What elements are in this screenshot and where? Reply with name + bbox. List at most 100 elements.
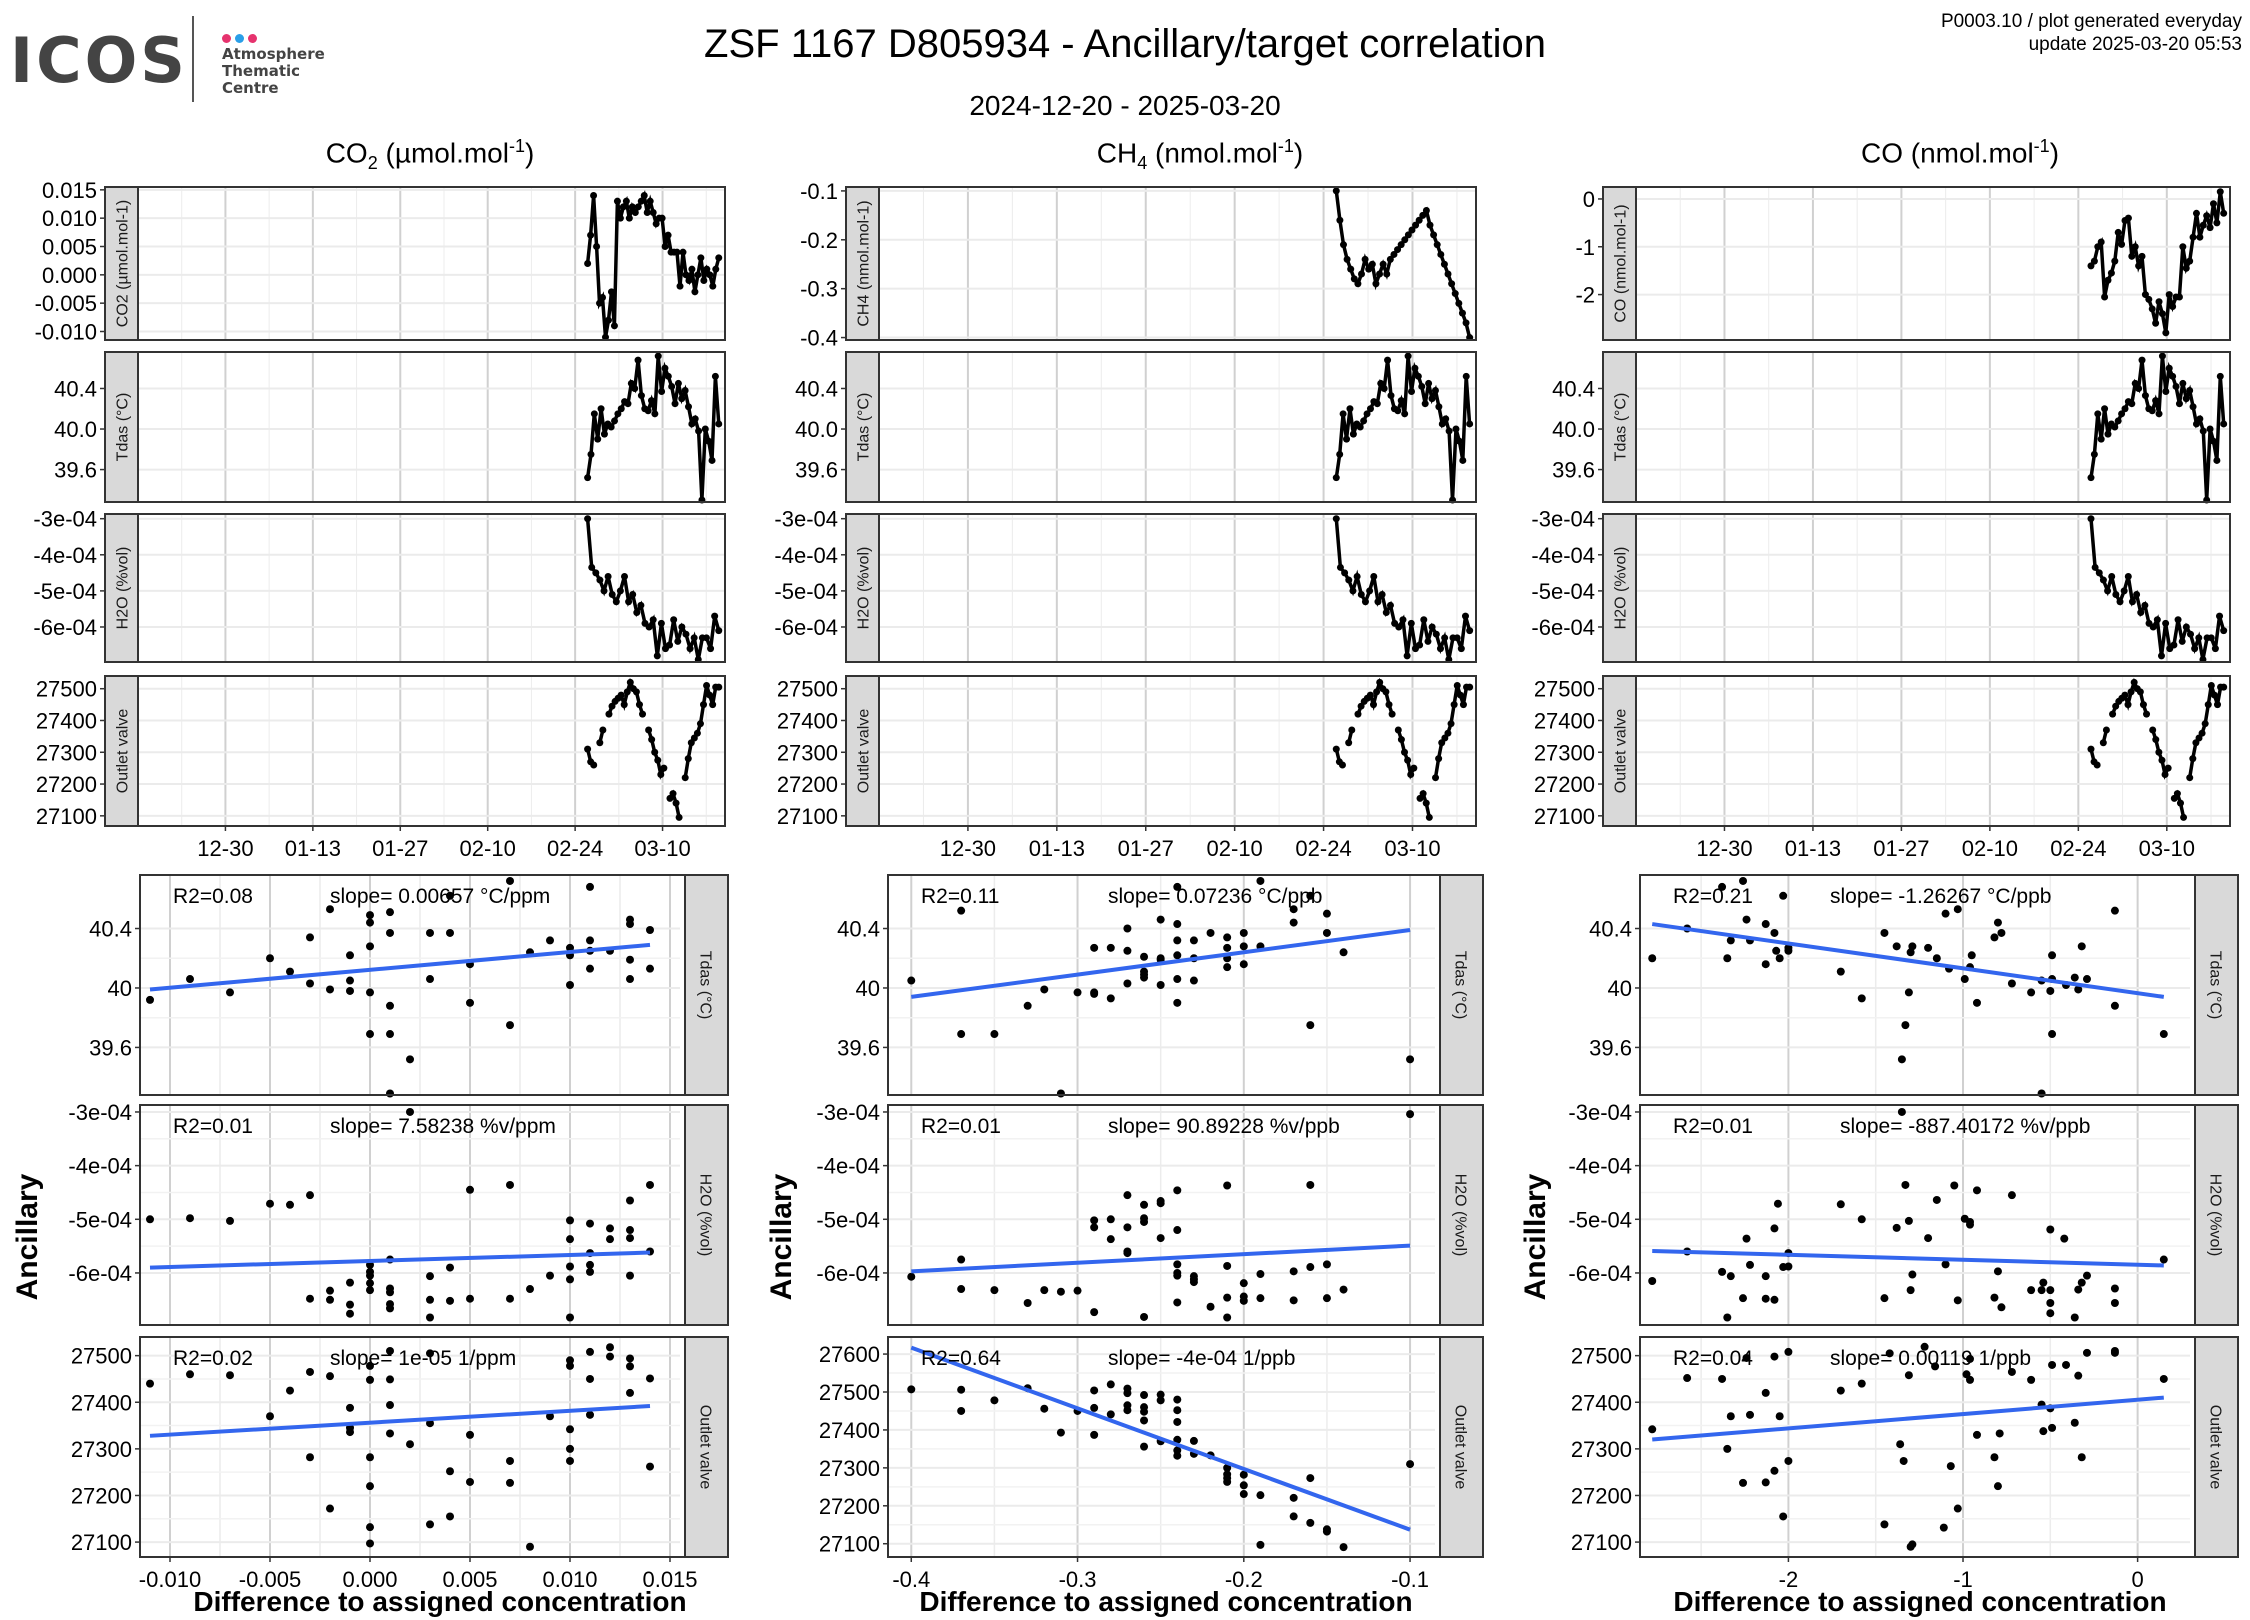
timeseries-point	[651, 748, 659, 756]
scatter-point	[366, 1286, 374, 1295]
ts-panel-bg	[879, 352, 1476, 502]
logo-dot-3	[248, 34, 257, 43]
timeseries-point	[652, 220, 660, 228]
timeseries-point	[1347, 265, 1355, 273]
timeseries-point	[1459, 456, 1467, 464]
timeseries-point	[673, 248, 681, 256]
scatter-point	[1924, 1234, 1933, 1243]
scatter-point	[366, 1361, 374, 1370]
scatter-point	[306, 1453, 314, 1462]
timeseries-point	[1410, 764, 1418, 772]
scatter-point	[1156, 1396, 1165, 1405]
scatter-point	[1775, 1412, 1784, 1421]
timeseries-point	[1448, 280, 1456, 288]
x-tick-label: 03-10	[634, 836, 690, 861]
scatter-point	[1140, 1217, 1149, 1226]
y-tick-label: 27200	[1571, 1483, 1632, 1508]
timeseries-point	[2137, 609, 2145, 617]
scatter-point	[306, 1294, 314, 1303]
scatter-point	[2039, 1278, 2048, 1287]
scatter-point	[1993, 918, 2002, 927]
facet-strip-label: Outlet valve	[1613, 709, 1630, 794]
timeseries-point	[1360, 417, 1368, 425]
scatter-point	[1718, 882, 1727, 891]
y-tick-label: 27500	[36, 677, 97, 702]
scatter-point	[1406, 1055, 1415, 1064]
scatter-point	[506, 1180, 514, 1189]
timeseries-point	[1394, 246, 1402, 254]
scatter-point	[626, 1362, 634, 1371]
scatter-points	[146, 1343, 654, 1551]
scatter-point	[626, 975, 634, 984]
timeseries-point	[1332, 187, 1340, 195]
scatter-point	[586, 1374, 594, 1383]
y-tick-label: 40.4	[1552, 376, 1595, 401]
timeseries-point	[715, 627, 723, 635]
timeseries-point	[1432, 774, 1440, 782]
scatter-point	[1904, 988, 1913, 997]
timeseries-point	[2196, 233, 2204, 241]
timeseries-point	[674, 637, 682, 645]
regression-line	[1652, 1248, 2164, 1268]
timeseries-point	[658, 214, 666, 222]
scatter-point	[1140, 1391, 1149, 1400]
timeseries-point	[2087, 515, 2095, 523]
scatter-point	[566, 1425, 574, 1434]
scatter-point	[1946, 1462, 1955, 1471]
scatter-point	[2037, 1089, 2046, 1098]
timeseries-point	[658, 388, 666, 396]
y-tick-label: -6e-04	[816, 1261, 880, 1286]
column-unit: nmol.mol	[1920, 137, 2034, 169]
chart-title: ZSF 1167 D805934 - Ancillary/target corr…	[704, 22, 1546, 66]
y-tick-label: -4e-04	[68, 1154, 132, 1179]
scatter-point	[1990, 933, 1999, 942]
scatter-panel-bg	[140, 1105, 680, 1325]
timeseries-point	[2143, 710, 2151, 718]
scatter-point	[446, 1512, 454, 1521]
scatter-point	[1040, 1286, 1049, 1295]
timeseries-point	[645, 623, 653, 631]
timeseries-point	[643, 209, 651, 216]
timeseries-point	[2141, 392, 2149, 400]
scatter-point	[1761, 920, 1770, 929]
scatter-point	[626, 1271, 634, 1280]
x-tick-label: 03-10	[1384, 836, 1440, 861]
timeseries-point	[1383, 270, 1391, 278]
timeseries-point	[2128, 598, 2136, 606]
slope-annotation: slope= -4e-04 1/ppb	[1108, 1347, 1295, 1370]
timeseries-point	[700, 277, 708, 284]
timeseries-point	[2149, 726, 2157, 734]
scatter-point	[146, 1379, 154, 1388]
scatter-point	[2007, 1367, 2016, 1376]
timeseries-point	[1332, 515, 1340, 523]
timeseries-point	[2164, 764, 2172, 772]
timeseries-point	[1412, 221, 1420, 229]
timeseries-point	[2133, 590, 2141, 598]
timeseries-point	[633, 609, 641, 617]
scatter-point	[1140, 1312, 1149, 1321]
timeseries-point	[2124, 214, 2132, 222]
timeseries-point	[660, 764, 668, 772]
scatter-point	[1723, 954, 1732, 963]
timeseries-point	[1380, 384, 1388, 392]
scatter-point	[1173, 882, 1182, 891]
timeseries-point	[1399, 616, 1407, 624]
scatter-point	[1406, 1110, 1415, 1119]
scatter-point	[1739, 1294, 1748, 1303]
timeseries-point	[1444, 729, 1452, 737]
timeseries-point	[1382, 688, 1390, 696]
timeseries-point	[1404, 352, 1412, 360]
scatter-point	[1950, 1181, 1959, 1190]
column-sub: 2	[367, 152, 378, 173]
timeseries-point	[1343, 255, 1351, 263]
timeseries-point	[2102, 726, 2110, 734]
y-tick-label: -4e-04	[774, 543, 838, 568]
scatter-point	[1173, 1298, 1182, 1307]
scatter-point	[2048, 1423, 2057, 1432]
scatter-point	[1306, 1474, 1315, 1483]
timeseries-point	[590, 192, 598, 199]
scatter-point	[1904, 1216, 1913, 1225]
x-tick-label: -2	[1779, 1567, 1799, 1592]
y-tick-label: 40	[1608, 976, 1632, 1001]
timeseries-point	[2165, 364, 2173, 372]
